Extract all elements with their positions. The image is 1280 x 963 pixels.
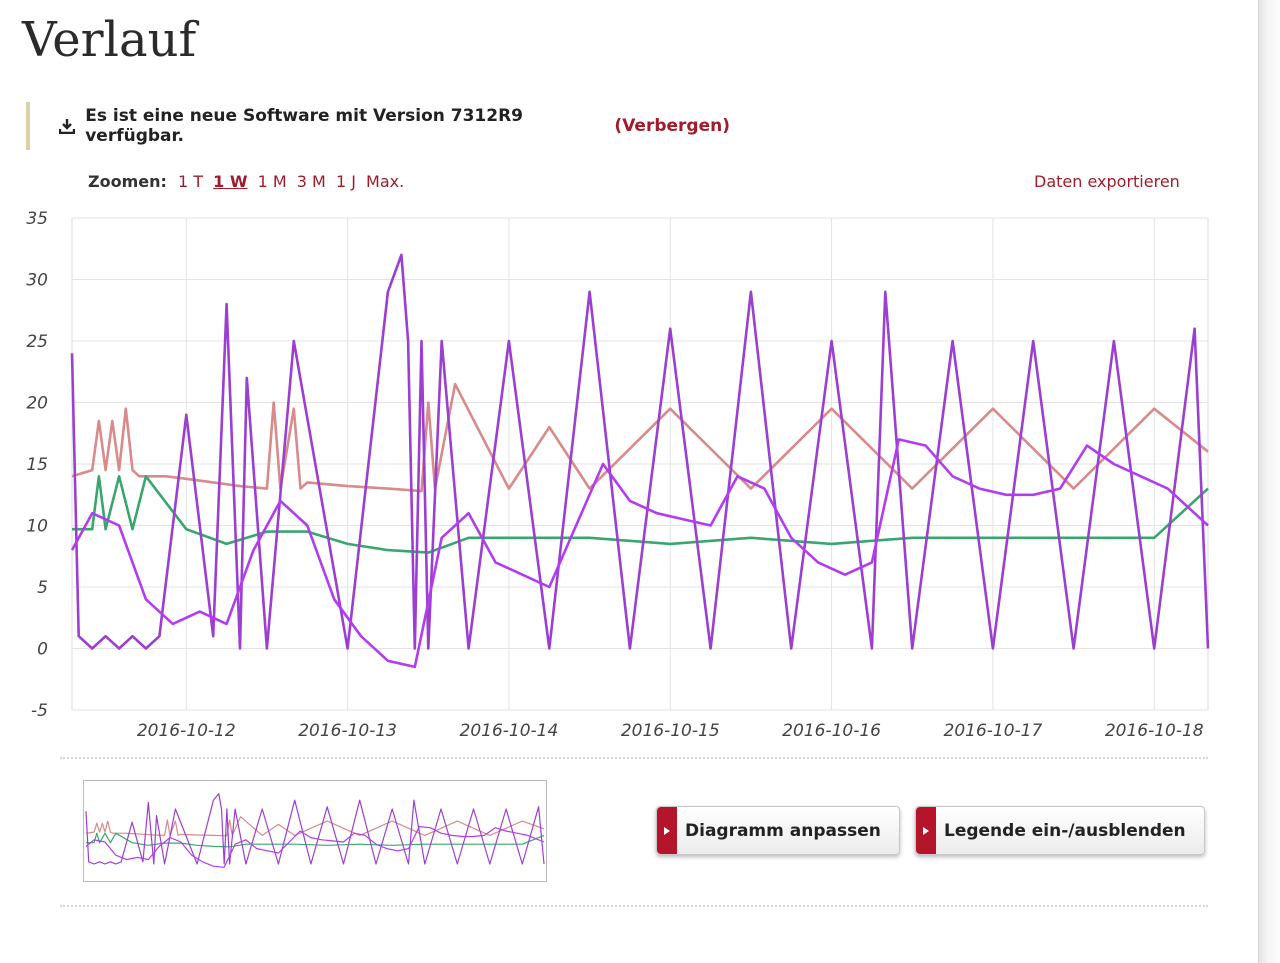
- y-tick-label: 0: [37, 640, 48, 660]
- series-line-4: [85, 825, 545, 868]
- export-data-link[interactable]: Daten exportieren: [1034, 172, 1180, 191]
- notice-message: Es ist eine neue Software mit Version 73…: [85, 106, 524, 146]
- x-tick-label: 2016-10-13: [298, 721, 397, 741]
- y-tick-label: 20: [26, 394, 48, 414]
- series-line-4: [70, 438, 1209, 669]
- divider-top: [60, 757, 1208, 759]
- divider-bottom: [60, 905, 1208, 907]
- software-update-notice: Es ist eine neue Software mit Version 73…: [26, 102, 730, 150]
- toggle-legend-label: Legende ein-/ausblenden: [944, 820, 1186, 841]
- zoom-option-1-week[interactable]: 1 W: [213, 172, 248, 191]
- series-line-1: [71, 382, 1209, 493]
- adjust-chart-label: Diagramm anpassen: [685, 820, 881, 841]
- zoom-option-3-months[interactable]: 3 M: [296, 172, 326, 191]
- series-line-2: [72, 474, 1209, 554]
- y-tick-label: -5: [31, 701, 48, 721]
- page-title: Verlauf: [22, 12, 197, 68]
- series-line-2: [86, 832, 545, 848]
- zoom-label: Zoomen:: [88, 172, 167, 191]
- x-tick-label: 2016-10-17: [944, 721, 1043, 741]
- y-tick-label: 30: [26, 271, 48, 291]
- zoom-option-max[interactable]: Max.: [366, 172, 405, 191]
- x-tick-label: 2016-10-18: [1105, 721, 1204, 741]
- y-tick-label: 25: [26, 332, 48, 352]
- x-tick-label: 2016-10-15: [621, 721, 720, 741]
- history-chart[interactable]: 35 30 25 20 15 10 5 0 -5 2016-10-12 2016-10-13 2016…: [0, 200, 1230, 750]
- y-tick-label: 10: [26, 517, 48, 537]
- x-tick-label: 2016-10-16: [782, 721, 881, 741]
- arrow-right-icon: [916, 807, 936, 854]
- series-line-3: [85, 793, 545, 865]
- download-icon: [56, 118, 77, 134]
- zoom-option-1-day[interactable]: 1 T: [178, 172, 204, 191]
- clipped-heading-remnant: ———— ———————: [22, 0, 283, 11]
- x-tick-label: 2016-10-12: [137, 721, 236, 741]
- zoom-option-1-year[interactable]: 1 J: [335, 172, 356, 191]
- series-line-1: [85, 816, 545, 837]
- y-tick-label: 15: [26, 455, 48, 475]
- zoom-option-1-month[interactable]: 1 M: [257, 172, 287, 191]
- x-tick-label: 2016-10-14: [460, 721, 559, 741]
- y-tick-label: 35: [26, 209, 48, 229]
- chart-navigator[interactable]: [83, 780, 547, 882]
- toggle-legend-button[interactable]: Legende ein-/ausblenden: [915, 806, 1205, 855]
- zoom-bar: Zoomen: 1 T 1 W 1 M 3 M 1 J Max.: [88, 172, 409, 191]
- hide-notice-link[interactable]: (Verbergen): [614, 116, 730, 136]
- y-tick-label: 5: [37, 578, 48, 598]
- page-edge-shadow: [1258, 0, 1280, 963]
- arrow-right-icon: [657, 807, 677, 854]
- adjust-chart-button[interactable]: Diagramm anpassen: [656, 806, 900, 855]
- series-line-3: [70, 253, 1210, 650]
